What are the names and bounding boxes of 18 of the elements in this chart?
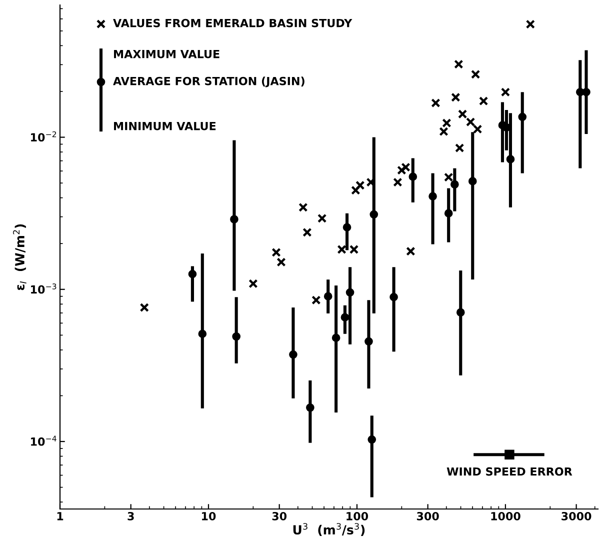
x-tick-label: 10	[202, 512, 216, 520]
legend-label: AVERAGE FOR STATION (JASIN)	[113, 76, 304, 88]
y-axis-title: ε$_{I}$ (W/m$^{2}$)	[13, 224, 26, 290]
x-tick-label: 100	[346, 512, 368, 520]
x-tick-label: 1000	[491, 512, 520, 520]
annotation: MINIMUM VALUE	[114, 122, 216, 130]
y-tick-label: 10$^{−4}$	[31, 436, 56, 446]
annotation: MAXIMUM VALUE	[114, 50, 220, 58]
x-tick-label: 3	[128, 512, 134, 520]
x-tick-label: 1	[57, 512, 64, 520]
x-tick-label: 30	[272, 512, 287, 520]
y-tick-label: 10$^{−2}$	[31, 131, 56, 142]
annotation: WIND SPEED ERROR	[446, 467, 572, 476]
text: U$^{3}$ (m$^{3}$/s$^{3}$)	[293, 523, 365, 536]
legend-label: VALUES FROM EMERALD BASIN STUDY	[113, 18, 352, 28]
y-tick-label: 10$^{−3}$	[31, 283, 56, 294]
x-tick-label: 3000	[562, 512, 592, 520]
x-tick-label: 300	[416, 512, 439, 520]
